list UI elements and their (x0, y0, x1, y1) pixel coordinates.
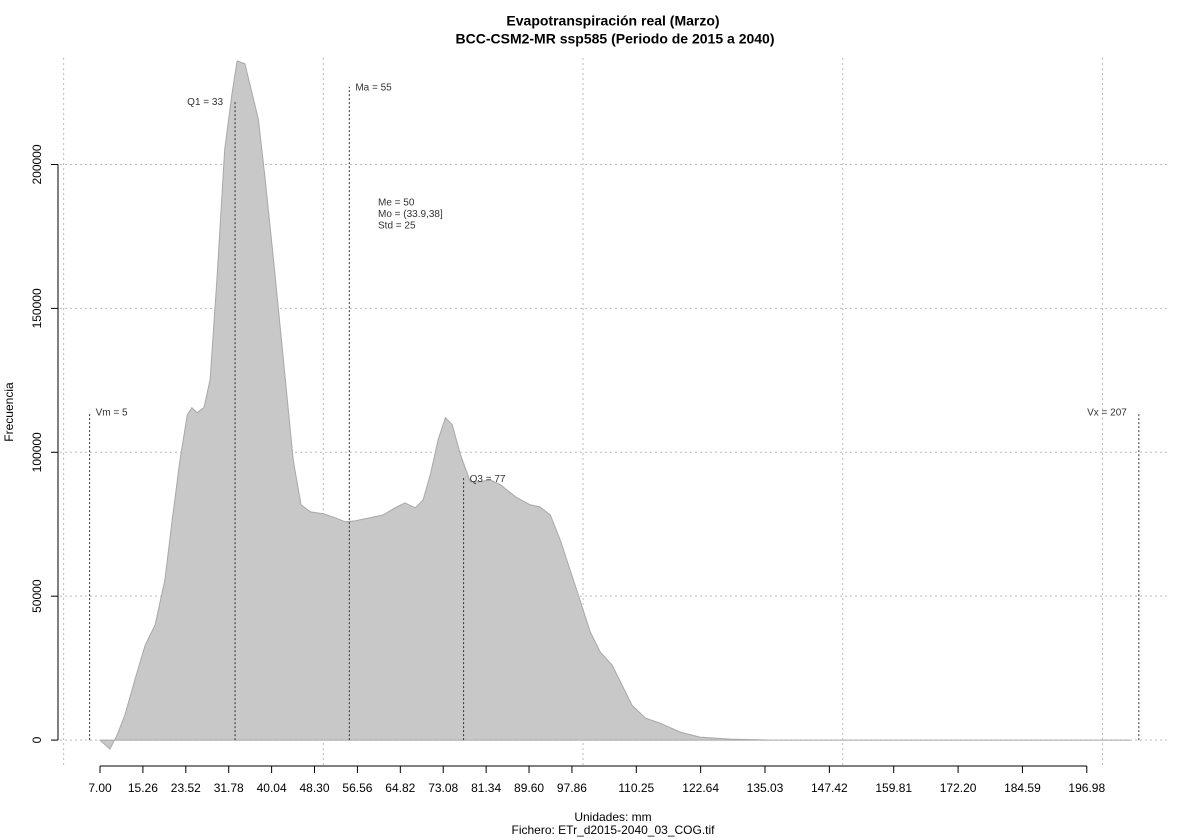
marker-label: Q1 = 33 (187, 97, 223, 108)
x-tick-label: 15.26 (128, 781, 158, 795)
x-tick-label: 184.59 (1004, 781, 1041, 795)
stat-label: Me = 50 (378, 198, 415, 209)
x-tick-label: 31.78 (214, 781, 244, 795)
x-tick-label: 48.30 (300, 781, 330, 795)
y-tick-label: 200000 (30, 144, 44, 184)
stat-label: Std = 25 (378, 221, 416, 232)
x-tick-label: 73.08 (428, 781, 458, 795)
y-axis-label: Frecuencia (2, 382, 16, 442)
stat-label: Mo = (33.9,38] (378, 209, 443, 220)
marker-label: Ma = 55 (355, 82, 392, 93)
x-axis-label: Unidades: mm (574, 810, 651, 824)
y-tick-label: 150000 (30, 288, 44, 328)
x-tick-label: 81.34 (471, 781, 501, 795)
x-tick-label: 56.56 (342, 781, 372, 795)
x-tick-label: 89.60 (514, 781, 544, 795)
y-tick-label: 50000 (30, 579, 44, 613)
x-tick-label: 122.64 (682, 781, 719, 795)
x-tick-label: 40.04 (257, 781, 287, 795)
x-tick-label: 110.25 (618, 781, 654, 795)
x-tick-label: 7.00 (88, 781, 112, 795)
x-tick-label: 97.86 (557, 781, 587, 795)
chart-subtitle: BCC-CSM2-MR ssp585 (Periodo de 2015 a 20… (456, 31, 775, 47)
x-tick-label: 147.42 (811, 781, 848, 795)
y-tick-label: 100000 (30, 432, 44, 472)
x-tick-label: 172.20 (940, 781, 977, 795)
marker-label: Vx = 207 (1087, 408, 1127, 419)
x-tick-label: 196.98 (1068, 781, 1105, 795)
plot-area (99, 60, 1131, 750)
marker-label: Vm = 5 (96, 408, 128, 419)
chart-title: Evapotranspiración real (Marzo) (506, 13, 719, 29)
density-area (99, 60, 1131, 750)
x-tick-label: 23.52 (171, 781, 201, 795)
x-tick-label: 64.82 (385, 781, 415, 795)
x-tick-label: 135.03 (747, 781, 784, 795)
x-tick-label: 159.81 (875, 781, 912, 795)
caption: Fichero: ETr_d2015-2040_03_COG.tif (512, 823, 716, 837)
marker-label: Q3 = 77 (470, 474, 506, 485)
y-tick-label: 0 (30, 736, 44, 743)
